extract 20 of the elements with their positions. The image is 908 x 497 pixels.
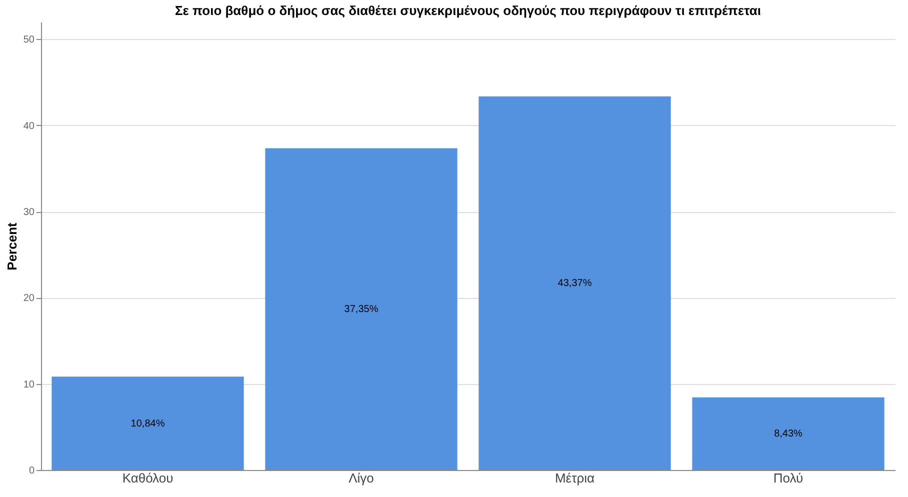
y-tick-label: 40 — [23, 120, 35, 132]
y-tick-label: 10 — [23, 379, 35, 390]
data-label: 10,84% — [130, 418, 165, 430]
y-tick-label: 0 — [28, 466, 35, 476]
y-tick-label: 50 — [23, 34, 35, 46]
data-label: 8,43% — [774, 428, 803, 440]
y-axis-title: Percent — [4, 222, 20, 270]
x-tick-label: Λίγο — [348, 470, 374, 486]
x-tick-label: Μέτρια — [554, 470, 596, 486]
y-tick-label: 20 — [23, 293, 35, 304]
data-label: 43,37% — [558, 278, 592, 290]
y-tick-label: 30 — [23, 207, 35, 218]
x-tick-label: Καθόλου — [122, 470, 174, 486]
bar — [692, 397, 884, 470]
bar — [478, 96, 671, 470]
x-tick-label: Πολύ — [773, 470, 804, 486]
chart-title: Σε ποιο βαθμό ο δήμος σας διαθέτει συγκεκριμένους οδηγούς που περιγράφουν τι επιτρέπεται — [174, 3, 762, 18]
bar — [52, 376, 244, 470]
data-label: 37,35% — [344, 304, 378, 316]
bar — [265, 148, 458, 470]
